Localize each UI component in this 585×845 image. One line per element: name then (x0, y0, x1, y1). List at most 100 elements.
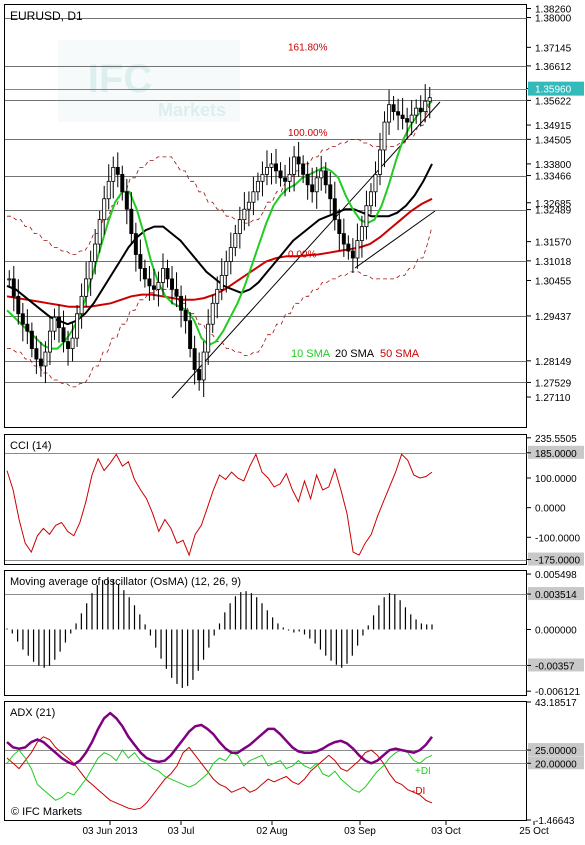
candle-body (170, 278, 175, 290)
candle-body (418, 107, 423, 113)
candle-body (391, 104, 396, 113)
candle-body (16, 295, 21, 315)
candle-2 (16, 279, 21, 325)
candle-body (423, 100, 428, 113)
candle-body (66, 341, 71, 349)
lower-trend-line (354, 210, 436, 269)
candle-17 (84, 261, 89, 308)
candle-body (301, 163, 306, 175)
price-tick-label-11: 1.32489 (535, 206, 572, 217)
candle-body (151, 285, 156, 290)
candle-body (373, 173, 378, 193)
candle-30 (142, 259, 147, 288)
candle-60 (278, 162, 283, 187)
candle-43 (201, 341, 206, 398)
sma50-line (6, 197, 433, 308)
candle-body (129, 208, 134, 234)
fib-label-0: 161.80% (288, 43, 328, 54)
candle-65 (301, 155, 306, 184)
candle-6 (34, 335, 39, 375)
candle-body (20, 313, 25, 325)
candle-72 (332, 181, 337, 231)
candle-53 (246, 191, 251, 227)
fib-label-2: 0.00% (288, 249, 316, 260)
candle-body (278, 170, 283, 179)
candle-84 (387, 89, 392, 135)
candle-1 (11, 266, 16, 312)
candle-body (142, 268, 147, 280)
cci-tick-label-1: 185.0000 (535, 449, 577, 460)
candle-body (93, 243, 98, 262)
candle-body (427, 97, 432, 102)
candle-body (161, 268, 165, 283)
price-tick-label-9: 1.33466 (535, 172, 572, 183)
candle-body (323, 170, 328, 186)
candle-57 (264, 150, 269, 186)
candle-body (341, 233, 346, 245)
candle-body (346, 243, 351, 252)
cci-tick-label-4: -100.0000 (535, 533, 580, 544)
candle-body (188, 320, 193, 349)
x-tick-label-1: 03 Jul (168, 826, 195, 837)
price-tick-label-1: 1.38000 (535, 14, 572, 25)
candle-body (147, 278, 152, 287)
candle-body (38, 358, 43, 367)
candle-body (215, 288, 220, 304)
candle-19 (93, 229, 98, 275)
candle-body (165, 268, 170, 280)
candle-46 (215, 276, 220, 319)
candle-body (133, 233, 138, 255)
candle-42 (197, 352, 202, 391)
candle-body (251, 191, 256, 203)
candle-body (210, 302, 215, 325)
candle-45 (210, 294, 215, 333)
x-tick-label-5: 25 Oct (519, 826, 549, 837)
candle-body (350, 250, 355, 259)
osma-tick-label-4: -0.006121 (535, 687, 580, 698)
candle-66 (305, 161, 310, 200)
current-price-box (528, 81, 584, 96)
candle-70 (323, 162, 328, 194)
price-tick-label-17: 1.27529 (535, 378, 572, 389)
adx-tick-label-1: 25.00000 (535, 746, 577, 757)
candle-47 (219, 258, 224, 301)
candle-body (237, 219, 242, 234)
candle-34 (161, 253, 165, 296)
osma-level-box-1 (528, 587, 584, 601)
plus-di-line (6, 749, 433, 801)
cci-level-box-1 (528, 445, 584, 459)
candle-28 (133, 222, 138, 272)
candle-23 (111, 156, 116, 199)
candle-body (174, 288, 179, 297)
price-tick-label-6: 1.34915 (535, 121, 572, 132)
cci-tick-label-3: 0.0000 (535, 504, 566, 515)
candle-body (138, 254, 143, 269)
candle-body (255, 180, 260, 193)
cci-line (6, 453, 433, 557)
cci-level-box-5 (528, 552, 584, 566)
candle-56 (260, 161, 265, 197)
candle-18 (88, 250, 93, 296)
candle-body (387, 104, 392, 123)
candle-87 (400, 98, 405, 130)
candle-61 (283, 164, 288, 197)
candle-body (179, 295, 184, 311)
x-tick-label-3: 03 Sep (344, 826, 376, 837)
candle-35 (165, 259, 170, 288)
current-price-label: 1.35960 (535, 85, 572, 96)
candle-27 (129, 192, 134, 245)
price-tick-label-5: 1.35622 (535, 96, 572, 107)
candle-15 (75, 305, 80, 347)
candle-64 (296, 141, 301, 177)
candle-78 (359, 215, 364, 258)
candle-body (310, 184, 315, 193)
candle-76 (350, 238, 355, 273)
candle-body (43, 351, 48, 367)
candle-91 (418, 95, 423, 127)
candle-29 (138, 239, 143, 282)
cci-panel (4, 434, 527, 565)
candle-body (156, 281, 161, 290)
x-tick-label-4: 03 Oct (431, 826, 461, 837)
candle-body (219, 275, 224, 290)
